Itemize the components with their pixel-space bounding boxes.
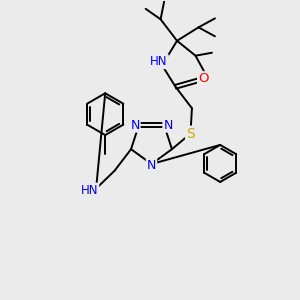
Text: O: O — [198, 72, 208, 85]
Text: N: N — [147, 159, 156, 172]
Text: N: N — [163, 118, 173, 132]
Text: S: S — [186, 127, 195, 141]
Text: HN: HN — [150, 55, 168, 68]
Text: N: N — [130, 118, 140, 132]
Text: HN: HN — [81, 184, 98, 196]
